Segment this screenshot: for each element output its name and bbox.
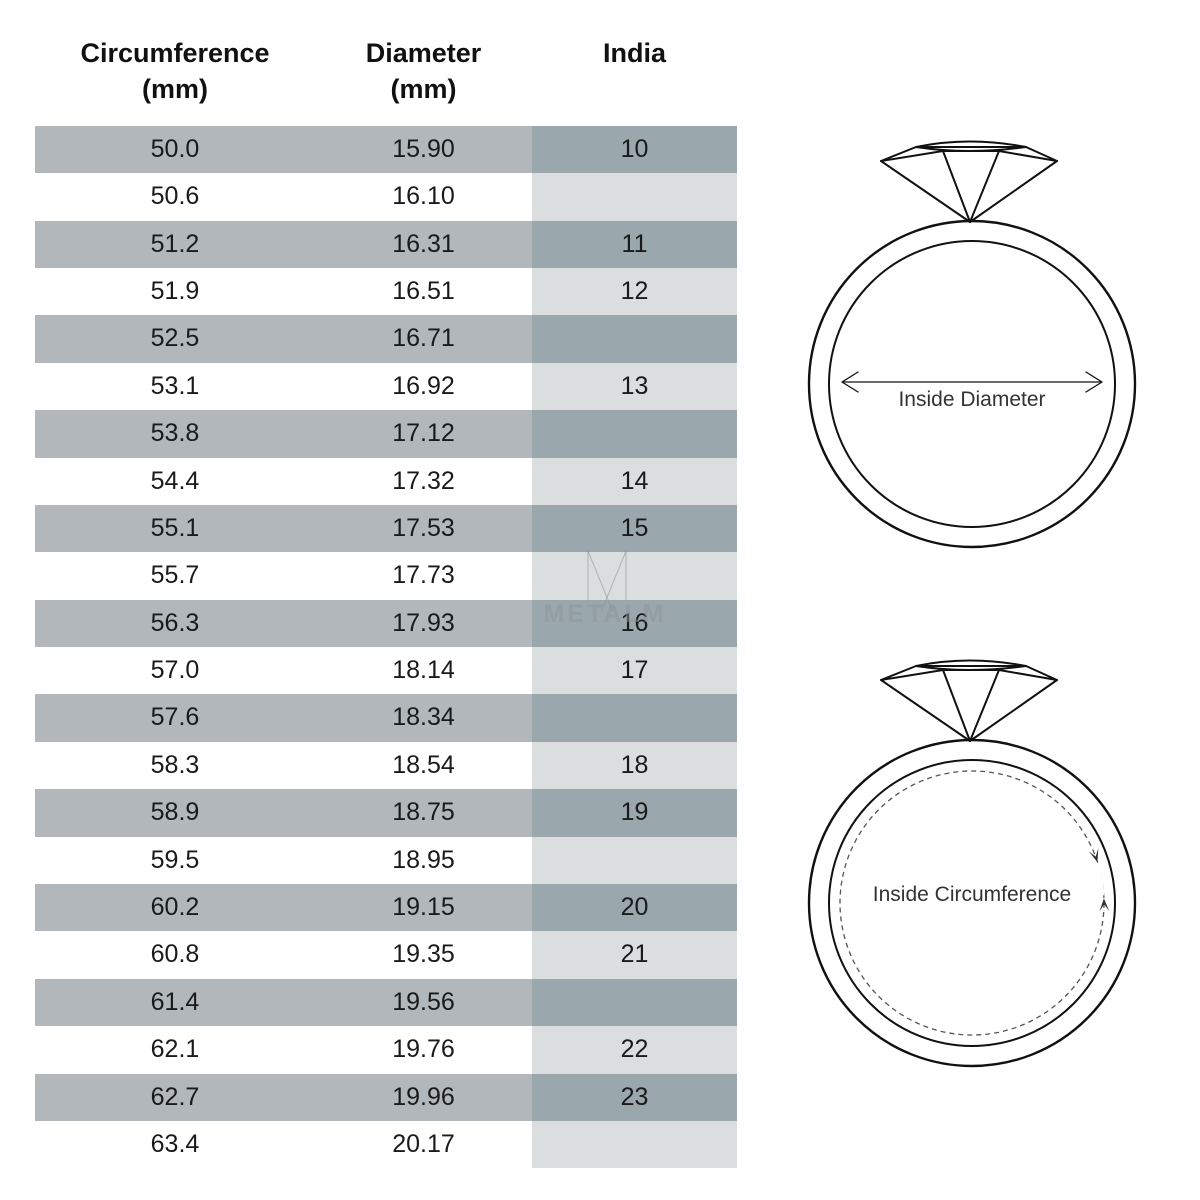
svg-text:Inside Circumference: Inside Circumference xyxy=(873,883,1071,906)
svg-text:Inside Diameter: Inside Diameter xyxy=(898,388,1045,411)
